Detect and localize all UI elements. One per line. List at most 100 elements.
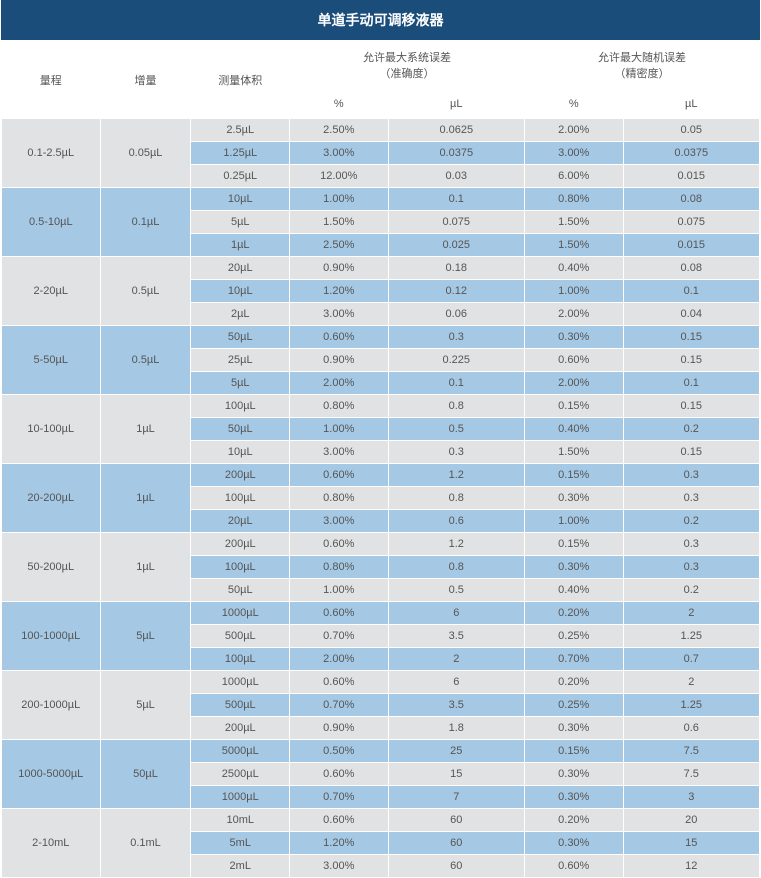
table-row: 50-200µL1µL200µL0.60%1.20.15%0.3	[2, 533, 760, 556]
cell-rand-ul: 0.2	[623, 510, 759, 533]
cell-volume: 100µL	[191, 648, 290, 671]
cell-range: 50-200µL	[2, 533, 101, 602]
cell-sys-pct: 2.50%	[290, 234, 389, 257]
cell-sys-pct: 3.00%	[290, 142, 389, 165]
cell-volume: 100µL	[191, 395, 290, 418]
cell-rand-pct: 0.20%	[524, 671, 623, 694]
cell-range: 20-200µL	[2, 464, 101, 533]
cell-volume: 5000µL	[191, 740, 290, 763]
cell-sys-pct: 0.60%	[290, 763, 389, 786]
cell-volume: 20µL	[191, 257, 290, 280]
cell-volume: 500µL	[191, 625, 290, 648]
cell-volume: 1000µL	[191, 671, 290, 694]
cell-sys-pct: 3.00%	[290, 303, 389, 326]
cell-volume: 1000µL	[191, 786, 290, 809]
cell-volume: 10µL	[191, 441, 290, 464]
table-row: 5-50µL0.5µL50µL0.60%0.30.30%0.15	[2, 326, 760, 349]
cell-increment: 50µL	[100, 740, 191, 809]
cell-sys-ul: 0.5	[388, 579, 524, 602]
cell-rand-pct: 0.25%	[524, 694, 623, 717]
cell-rand-ul: 7.5	[623, 740, 759, 763]
cell-sys-ul: 15	[388, 763, 524, 786]
cell-sys-ul: 60	[388, 832, 524, 855]
cell-volume: 2.5µL	[191, 119, 290, 142]
cell-volume: 50µL	[191, 418, 290, 441]
cell-sys-pct: 0.70%	[290, 625, 389, 648]
cell-volume: 5mL	[191, 832, 290, 855]
cell-sys-pct: 0.60%	[290, 326, 389, 349]
cell-rand-ul: 0.08	[623, 188, 759, 211]
cell-range: 5-50µL	[2, 326, 101, 395]
header-sys-ul: µL	[388, 90, 524, 119]
cell-sys-ul: 0.8	[388, 487, 524, 510]
cell-rand-pct: 3.00%	[524, 142, 623, 165]
cell-rand-pct: 0.60%	[524, 855, 623, 878]
table-row: 1000-5000µL50µL5000µL0.50%250.15%7.5	[2, 740, 760, 763]
cell-rand-pct: 0.15%	[524, 533, 623, 556]
cell-increment: 0.5µL	[100, 257, 191, 326]
cell-rand-ul: 0.1	[623, 372, 759, 395]
cell-rand-pct: 0.20%	[524, 602, 623, 625]
cell-sys-ul: 0.225	[388, 349, 524, 372]
cell-sys-pct: 1.50%	[290, 211, 389, 234]
cell-rand-ul: 0.3	[623, 464, 759, 487]
cell-sys-ul: 0.1	[388, 188, 524, 211]
cell-sys-ul: 0.1	[388, 372, 524, 395]
cell-rand-pct: 0.30%	[524, 556, 623, 579]
cell-rand-pct: 1.00%	[524, 510, 623, 533]
cell-volume: 10µL	[191, 188, 290, 211]
cell-sys-pct: 0.90%	[290, 257, 389, 280]
cell-rand-ul: 0.1	[623, 280, 759, 303]
cell-rand-pct: 0.80%	[524, 188, 623, 211]
cell-rand-ul: 15	[623, 832, 759, 855]
cell-sys-ul: 6	[388, 602, 524, 625]
header-rand-ul: µL	[623, 90, 759, 119]
cell-volume: 200µL	[191, 464, 290, 487]
header-range: 量程	[2, 41, 101, 119]
cell-volume: 10mL	[191, 809, 290, 832]
table-title: 单道手动可调移液器	[1, 0, 760, 40]
table-row: 10-100µL1µL100µL0.80%0.80.15%0.15	[2, 395, 760, 418]
cell-sys-pct: 0.80%	[290, 556, 389, 579]
cell-sys-ul: 60	[388, 855, 524, 878]
cell-sys-ul: 0.8	[388, 395, 524, 418]
cell-sys-pct: 0.60%	[290, 533, 389, 556]
cell-sys-pct: 0.50%	[290, 740, 389, 763]
table-row: 0.1-2.5µL0.05µL2.5µL2.50%0.06252.00%0.05	[2, 119, 760, 142]
cell-rand-pct: 0.30%	[524, 487, 623, 510]
cell-rand-ul: 2	[623, 671, 759, 694]
cell-volume: 5µL	[191, 211, 290, 234]
cell-sys-ul: 0.3	[388, 441, 524, 464]
cell-rand-ul: 0.075	[623, 211, 759, 234]
cell-increment: 0.05µL	[100, 119, 191, 188]
cell-sys-ul: 3.5	[388, 694, 524, 717]
table-body: 0.1-2.5µL0.05µL2.5µL2.50%0.06252.00%0.05…	[2, 119, 760, 878]
cell-rand-ul: 0.6	[623, 717, 759, 740]
cell-volume: 1000µL	[191, 602, 290, 625]
cell-volume: 5µL	[191, 372, 290, 395]
cell-rand-ul: 0.08	[623, 257, 759, 280]
cell-increment: 0.5µL	[100, 326, 191, 395]
header-rand-pct: %	[524, 90, 623, 119]
cell-rand-pct: 6.00%	[524, 165, 623, 188]
cell-volume: 200µL	[191, 533, 290, 556]
cell-sys-pct: 0.90%	[290, 717, 389, 740]
cell-range: 0.5-10µL	[2, 188, 101, 257]
cell-sys-ul: 0.075	[388, 211, 524, 234]
cell-rand-ul: 0.15	[623, 326, 759, 349]
cell-increment: 5µL	[100, 602, 191, 671]
cell-rand-ul: 2	[623, 602, 759, 625]
cell-rand-pct: 0.15%	[524, 740, 623, 763]
cell-rand-pct: 0.70%	[524, 648, 623, 671]
cell-sys-pct: 3.00%	[290, 441, 389, 464]
cell-sys-ul: 3.5	[388, 625, 524, 648]
cell-rand-pct: 1.50%	[524, 211, 623, 234]
header-rand-error-sub: （精密度）	[614, 68, 669, 80]
table-row: 0.5-10µL0.1µL10µL1.00%0.10.80%0.08	[2, 188, 760, 211]
cell-volume: 2µL	[191, 303, 290, 326]
cell-rand-ul: 0.7	[623, 648, 759, 671]
cell-sys-ul: 0.12	[388, 280, 524, 303]
cell-rand-ul: 0.2	[623, 579, 759, 602]
cell-sys-ul: 0.025	[388, 234, 524, 257]
cell-rand-ul: 0.015	[623, 234, 759, 257]
